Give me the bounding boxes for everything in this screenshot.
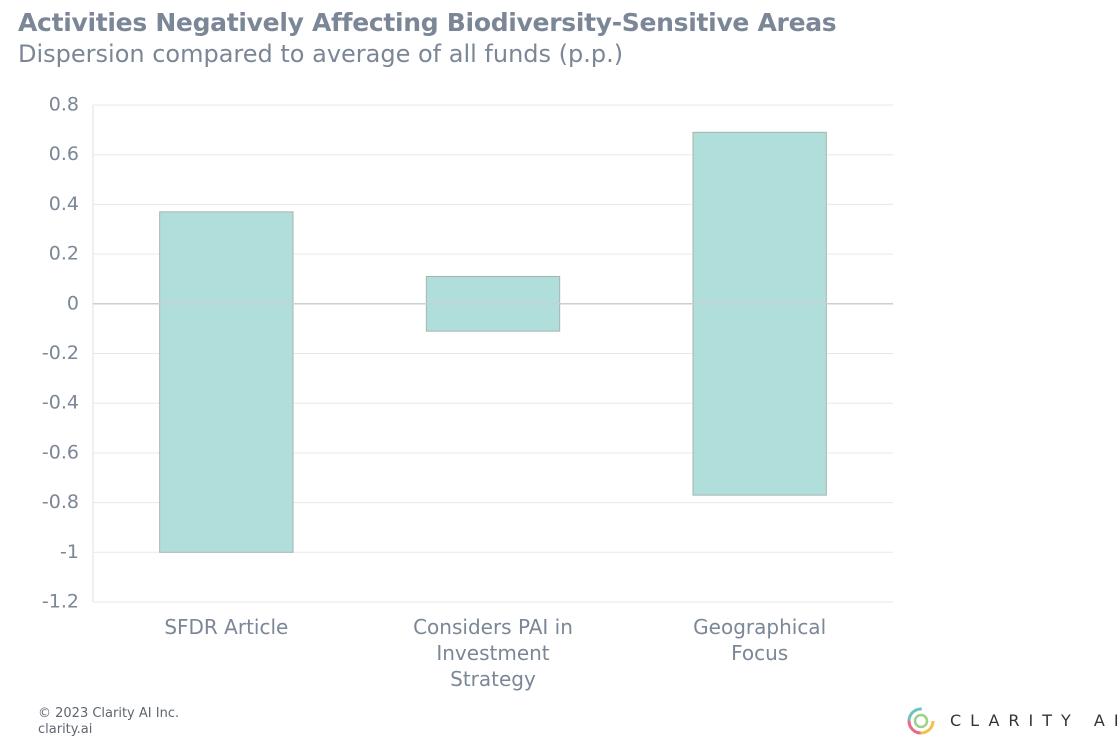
y-tick-label: 0 xyxy=(67,292,79,314)
x-tick-label: Geographical Focus xyxy=(693,615,827,665)
y-tick-label: 0.4 xyxy=(49,193,79,215)
y-tick-label: -0.2 xyxy=(42,342,79,364)
logo-text: CLARITY AI xyxy=(950,711,1120,730)
y-tick-label: -0.6 xyxy=(42,441,79,463)
y-tick-label: 0.2 xyxy=(49,243,79,265)
range-bar xyxy=(159,211,294,553)
y-tick-label: -1.2 xyxy=(42,591,79,613)
y-tick-label: -0.8 xyxy=(42,491,79,513)
range-bar xyxy=(692,131,827,496)
chart-title: Activities Negatively Affecting Biodiver… xyxy=(18,8,837,37)
chart-subtitle: Dispersion compared to average of all fu… xyxy=(18,40,624,68)
y-tick-label: 0.8 xyxy=(49,94,79,116)
y-tick-label: 0.6 xyxy=(49,143,79,165)
footer-url: clarity.ai xyxy=(38,722,93,737)
y-tick-label: -1 xyxy=(60,541,79,563)
logo-icon xyxy=(907,707,935,735)
x-tick-label: Considers PAI in Investment Strategy xyxy=(413,615,573,691)
copyright: © 2023 Clarity AI Inc. xyxy=(38,706,180,721)
y-tick-label: -0.4 xyxy=(42,392,79,414)
x-tick-label: SFDR Article xyxy=(164,615,289,639)
